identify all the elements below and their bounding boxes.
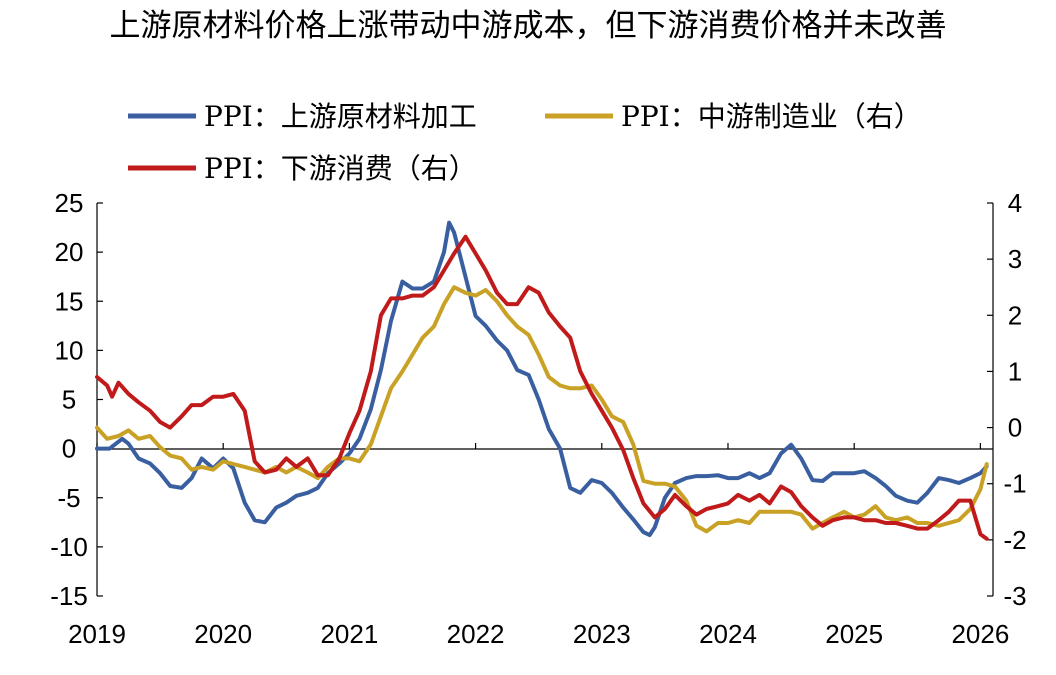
right-tick-label: 4 <box>1008 188 1022 218</box>
legend-label: PPI：下游消费（右） <box>204 152 477 185</box>
legend-label: PPI：上游原材料加工 <box>204 100 477 133</box>
right-tick-label: 1 <box>1008 356 1022 386</box>
left-tick-label: 25 <box>55 188 84 218</box>
left-y-axis: 25 20 15 10 5 0 -5 -10 -15 <box>50 188 103 611</box>
right-tick-label: -1 <box>1003 469 1026 499</box>
x-tick-label: 2026 <box>951 619 1009 649</box>
right-tick-label: 2 <box>1008 300 1022 330</box>
x-tick-label: 2022 <box>447 619 505 649</box>
x-tick-label: 2024 <box>699 619 757 649</box>
left-tick-label: 15 <box>55 286 84 316</box>
right-tick-label: -2 <box>1003 525 1026 555</box>
legend-label: PPI：中游制造业（右） <box>621 100 922 133</box>
left-tick-label: 0 <box>62 434 76 464</box>
x-tick-label: 2023 <box>573 619 631 649</box>
chart-title: 上游原材料价格上涨带动中游成本，但下游消费价格并未改善 <box>110 8 947 44</box>
left-tick-label: 5 <box>62 385 76 415</box>
left-tick-label: -10 <box>50 532 88 562</box>
left-tick-label: -5 <box>57 483 80 513</box>
left-tick-label: 10 <box>55 335 84 365</box>
right-y-axis: 4 3 2 1 0 -1 -2 -3 <box>987 188 1027 611</box>
right-tick-label: 0 <box>1008 413 1022 443</box>
right-tick-label: -3 <box>1003 581 1026 611</box>
x-tick-label: 2021 <box>320 619 378 649</box>
series-line-3 <box>95 234 989 541</box>
series-line-2 <box>95 285 989 534</box>
x-axis: 2019 2020 2021 2022 2023 2024 2025 2026 <box>68 443 1009 649</box>
right-tick-label: 3 <box>1008 244 1022 274</box>
x-tick-label: 2020 <box>194 619 252 649</box>
series-lines <box>95 220 989 541</box>
left-tick-label: 20 <box>55 237 84 267</box>
x-tick-label: 2025 <box>825 619 883 649</box>
left-tick-label: -15 <box>50 581 88 611</box>
x-tick-label: 2019 <box>68 619 126 649</box>
series-line-1 <box>95 220 989 538</box>
legend: PPI：上游原材料加工 PPI：中游制造业（右） PPI：下游消费（右） <box>128 100 922 185</box>
